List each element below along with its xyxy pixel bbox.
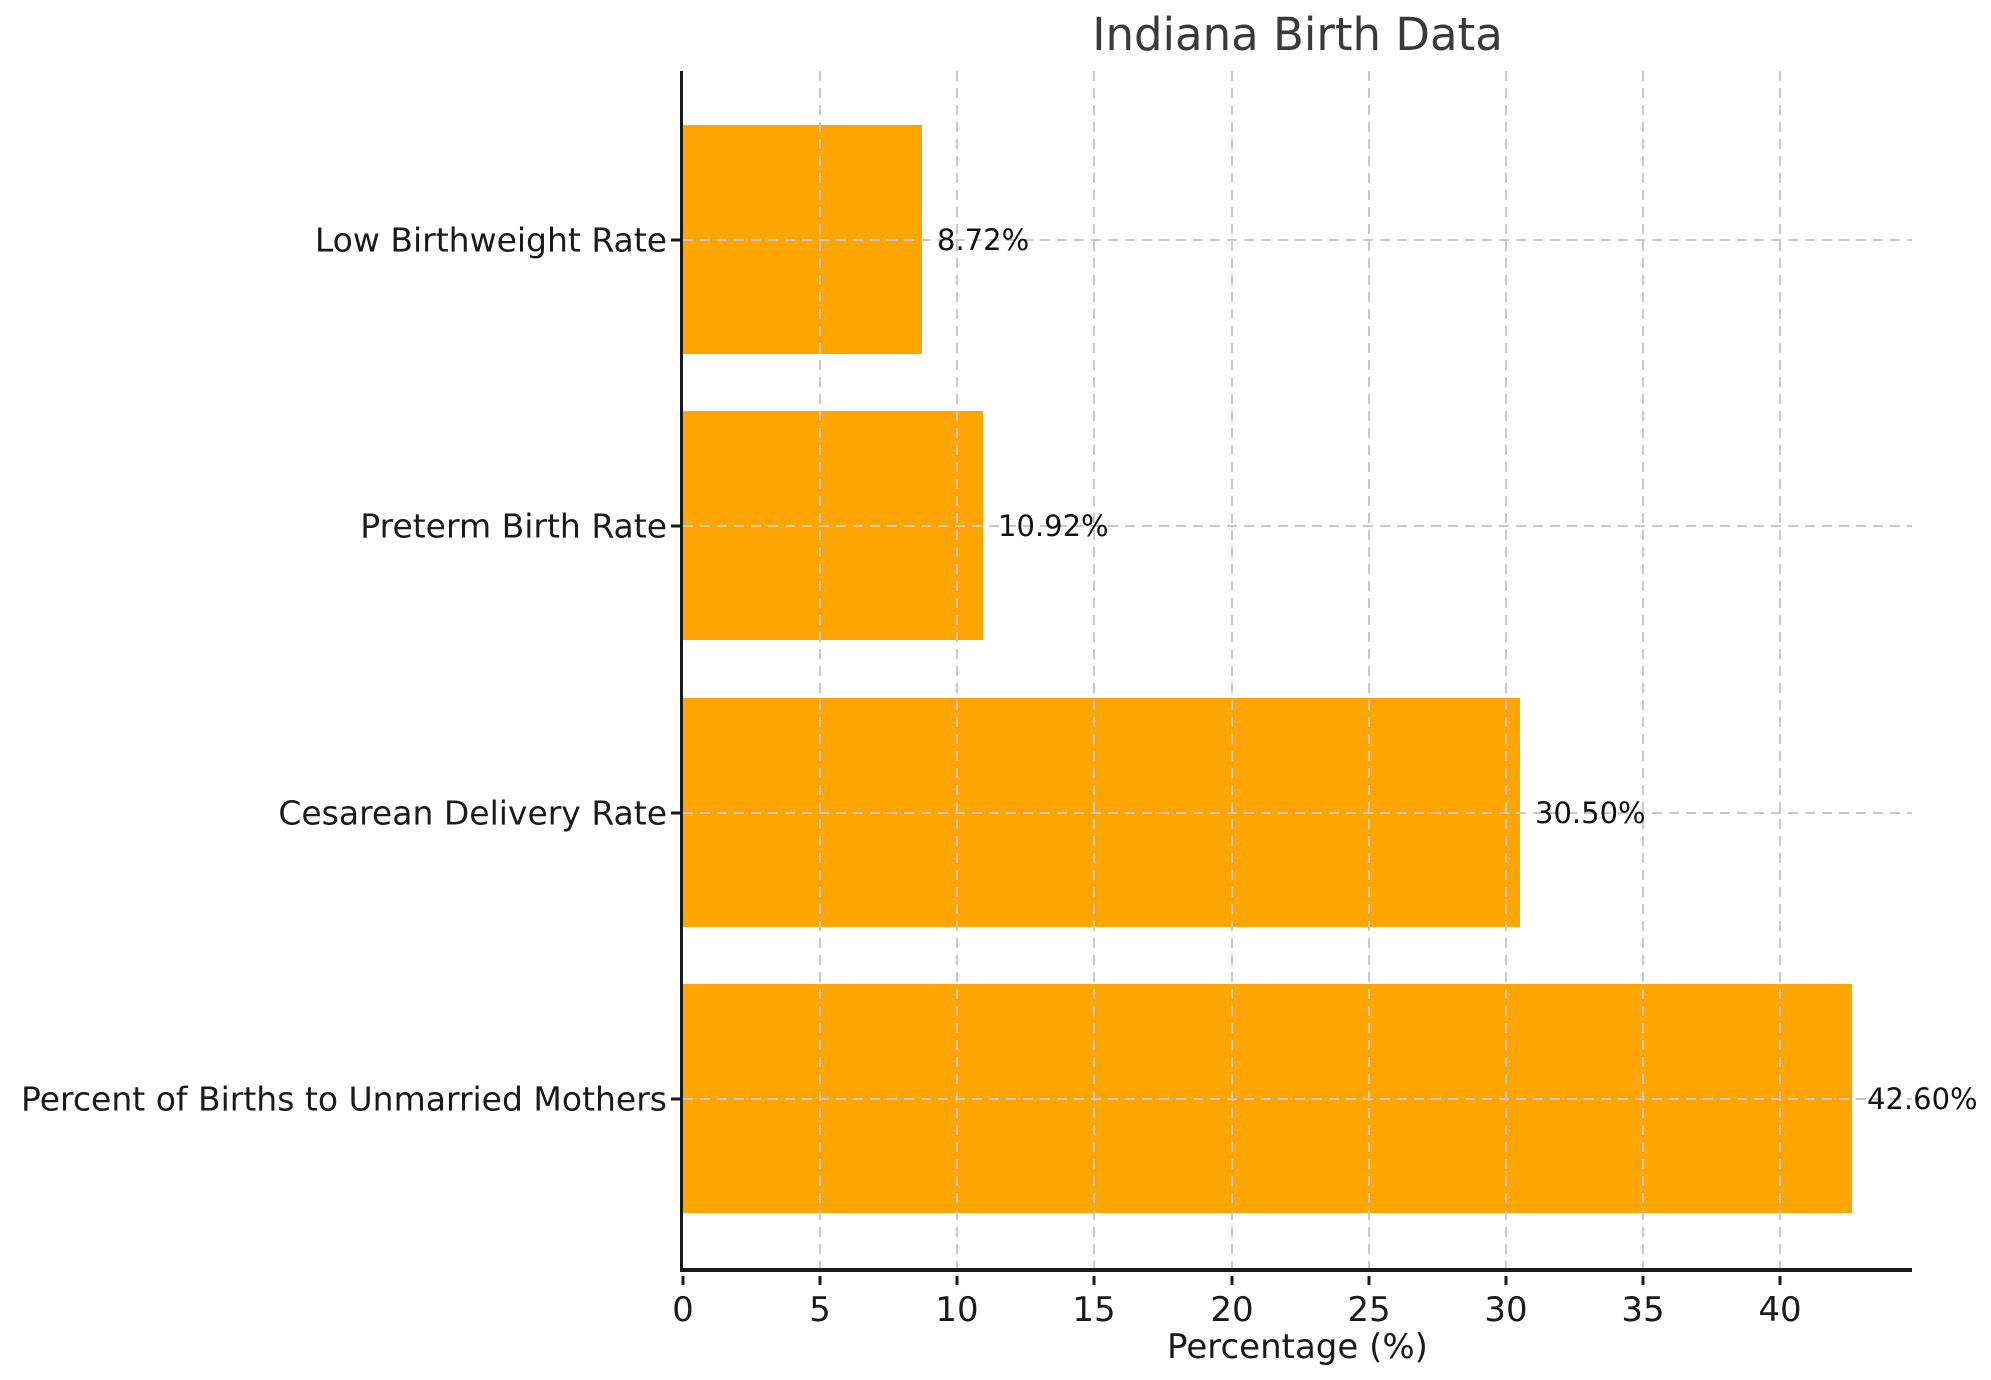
- x-tick-mark: [1230, 1276, 1234, 1285]
- x-tick-mark: [1504, 1276, 1508, 1285]
- x-tick-label: 25: [1347, 1290, 1391, 1330]
- x-axis-title: Percentage (%): [1167, 1327, 1428, 1367]
- y-axis-spine: [680, 71, 683, 1268]
- gridline-vertical: [1779, 71, 1781, 1268]
- x-tick-mark: [1778, 1276, 1782, 1285]
- x-tick-label: 30: [1484, 1290, 1528, 1330]
- x-tick-label: 5: [809, 1290, 831, 1330]
- x-tick-mark: [681, 1276, 685, 1285]
- category-label: Preterm Birth Rate: [360, 506, 667, 546]
- gridline-vertical: [1368, 71, 1370, 1268]
- gridline-vertical: [1505, 71, 1507, 1268]
- gridline-vertical: [819, 71, 821, 1268]
- x-tick-mark: [955, 1276, 959, 1285]
- y-tick-mark: [671, 1097, 680, 1101]
- x-tick-label: 20: [1210, 1290, 1254, 1330]
- value-labels-layer: 8.72% 10.92% 30.50% 42.60%: [683, 71, 1978, 1268]
- x-tick-mark: [1641, 1276, 1645, 1285]
- grid-layer: [683, 71, 1912, 1268]
- y-tick-mark: [671, 811, 680, 815]
- category-label: Cesarean Delivery Rate: [278, 793, 667, 833]
- y-tick-mark: [671, 238, 680, 242]
- x-axis-spine: [680, 1268, 1912, 1272]
- category-label: Low Birthweight Rate: [314, 220, 667, 260]
- plot-area: 8.72% 10.92% 30.50% 42.60%: [680, 71, 1978, 1272]
- gridline-vertical: [1093, 71, 1095, 1268]
- x-tick-label: 0: [672, 1290, 694, 1330]
- category-label: Percent of Births to Unmarried Mothers: [21, 1079, 667, 1119]
- x-tick-mark: [818, 1276, 822, 1285]
- chart-title: Indiana Birth Data: [1092, 8, 1503, 61]
- gridline-horizontal: [683, 1098, 1912, 1100]
- bar-value-label: 42.60%: [1867, 1082, 1978, 1116]
- gridline-horizontal: [683, 812, 1912, 814]
- x-tick-label: 10: [935, 1290, 979, 1330]
- y-tick-mark: [671, 524, 680, 528]
- x-tick-label: 15: [1072, 1290, 1116, 1330]
- x-tick-mark: [1092, 1276, 1096, 1285]
- bar-value-label: 8.72%: [937, 223, 1030, 257]
- gridline-horizontal: [683, 525, 1912, 527]
- x-tick-mark: [1367, 1276, 1371, 1285]
- x-tick-label: 35: [1621, 1290, 1665, 1330]
- gridline-horizontal: [683, 239, 1912, 241]
- gridline-vertical: [956, 71, 958, 1268]
- gridline-vertical: [1231, 71, 1233, 1268]
- bar-value-label: 30.50%: [1535, 796, 1646, 830]
- x-axis: 0 5 10 15 20 25 30 35 40: [672, 1272, 1912, 1342]
- x-tick-label: 40: [1758, 1290, 1802, 1330]
- y-axis: Low Birthweight Rate Preterm Birth Rate Ce…: [0, 71, 683, 1268]
- bar-value-label: 10.92%: [998, 509, 1109, 543]
- gridline-vertical: [1642, 71, 1644, 1268]
